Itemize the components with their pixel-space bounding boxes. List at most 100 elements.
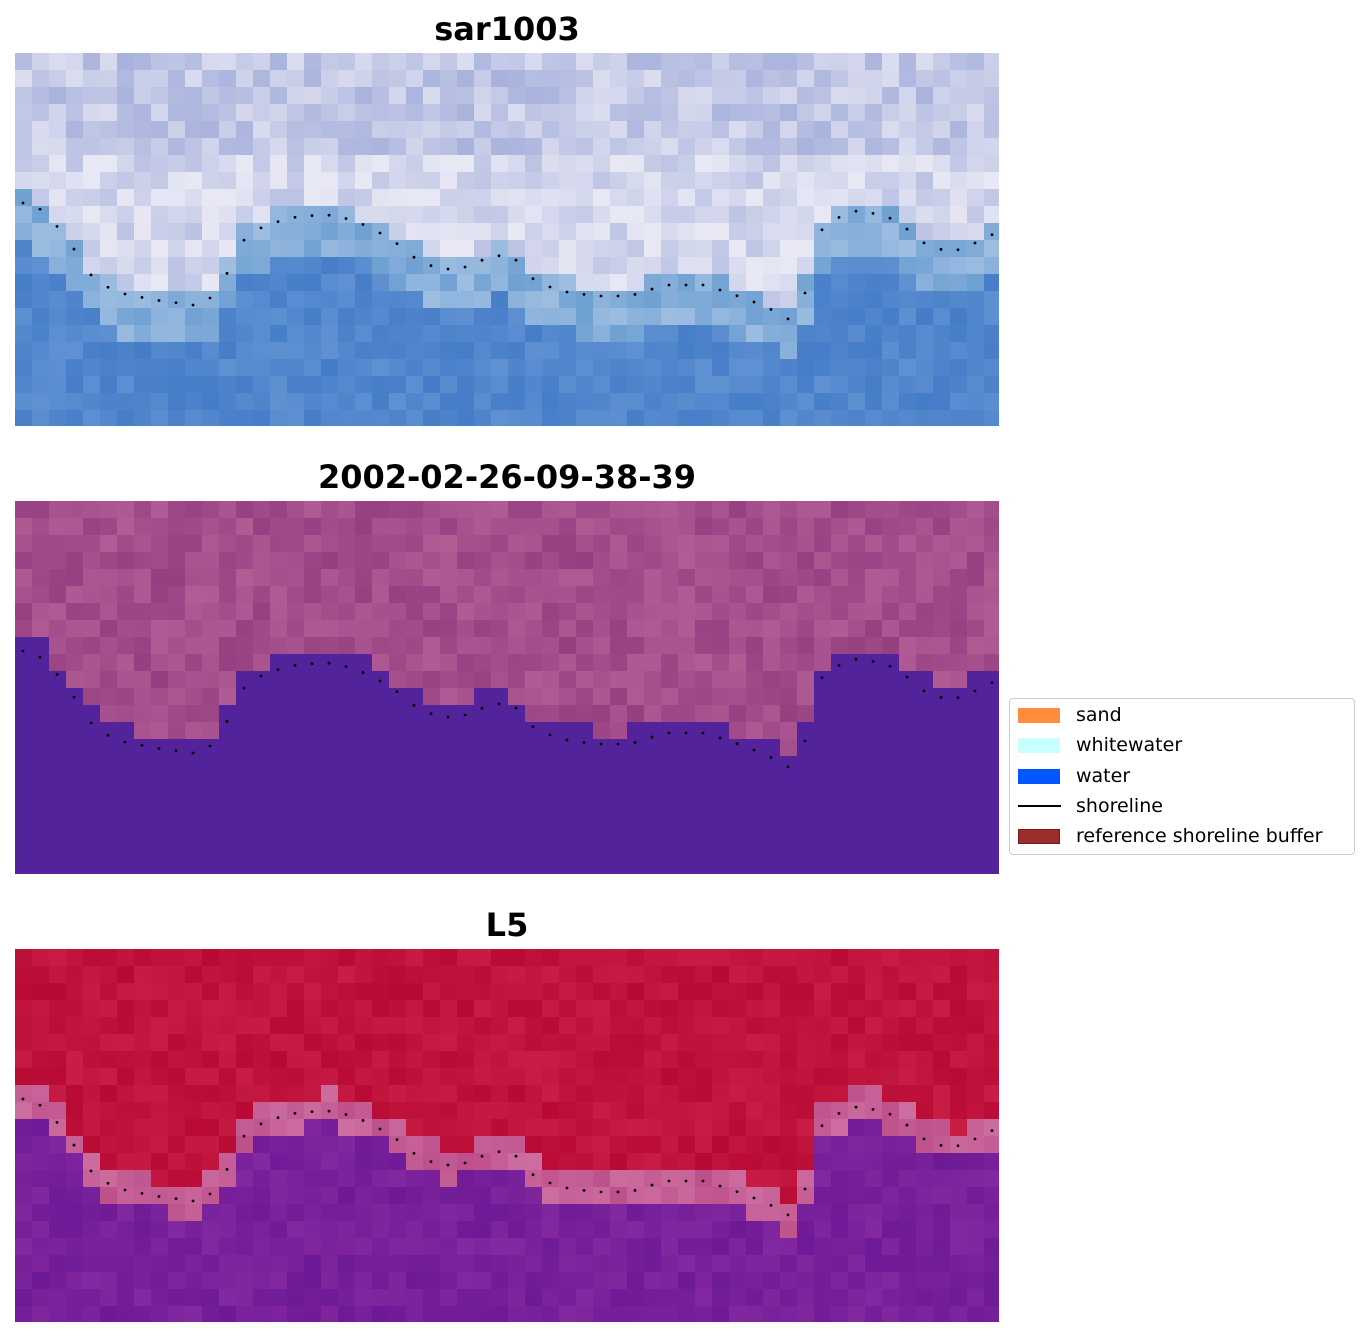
pixel-cell: [389, 274, 407, 292]
pixel-cell: [746, 1068, 764, 1086]
pixel-cell: [270, 654, 288, 672]
pixel-cell: [474, 688, 492, 706]
pixel-cell: [695, 155, 713, 173]
pixel-cell: [644, 824, 662, 842]
pixel-cell: [899, 949, 917, 967]
pixel-cell: [882, 70, 900, 88]
pixel-cell: [848, 1187, 866, 1205]
pixel-cell: [695, 671, 713, 689]
pixel-cell: [916, 603, 934, 621]
pixel-cell: [848, 1102, 866, 1120]
pixel-cell: [236, 308, 254, 326]
pixel-cell: [355, 1136, 373, 1154]
pixel-cell: [610, 1119, 628, 1137]
shoreline-dot: [599, 1190, 603, 1194]
pixel-cell: [100, 841, 118, 859]
pixel-cell: [491, 654, 509, 672]
pixel-cell: [219, 983, 237, 1001]
pixel-cell: [66, 501, 84, 519]
pixel-cell: [15, 393, 33, 411]
pixel-cell: [712, 155, 730, 173]
pixel-cell: [304, 172, 322, 190]
pixel-cell: [134, 155, 152, 173]
pixel-cell: [372, 1017, 390, 1035]
pixel-cell: [253, 257, 271, 275]
pixel-cell: [372, 359, 390, 377]
pixel-cell: [338, 535, 356, 553]
pixel-cell: [763, 359, 781, 377]
pixel-cell: [746, 966, 764, 984]
pixel-cell: [491, 1034, 509, 1052]
pixel-cell: [729, 87, 747, 105]
pixel-cell: [338, 603, 356, 621]
pixel-cell: [882, 966, 900, 984]
pixel-cell: [83, 1170, 101, 1188]
pixel-cell: [695, 654, 713, 672]
pixel-cell: [610, 1238, 628, 1256]
pixel-cell: [899, 1170, 917, 1188]
pixel-cell: [389, 1204, 407, 1222]
pixel-cell: [440, 206, 458, 224]
pixel-cell: [865, 535, 883, 553]
pixel-cell: [372, 773, 390, 791]
pixel-cell: [236, 1306, 254, 1322]
pixel-cell: [219, 1238, 237, 1256]
pixel-cell: [355, 569, 373, 587]
pixel-cell: [287, 705, 305, 723]
pixel-cell: [117, 1289, 135, 1307]
pixel-cell: [151, 841, 169, 859]
pixel-cell: [899, 671, 917, 689]
pixel-cell: [151, 807, 169, 825]
pixel-cell: [763, 569, 781, 587]
pixel-cell: [865, 739, 883, 757]
pixel-cell: [474, 790, 492, 808]
pixel-cell: [202, 376, 220, 394]
pixel-cell: [848, 1170, 866, 1188]
pixel-cell: [542, 1272, 560, 1290]
pixel-cell: [287, 1051, 305, 1069]
shoreline-dot: [140, 1192, 144, 1195]
pixel-cell: [593, 1289, 611, 1307]
pixel-cell: [916, 342, 934, 360]
legend-swatch-sand: [1018, 708, 1060, 723]
pixel-cell: [610, 1221, 628, 1239]
pixel-cell: [321, 189, 339, 207]
pixel-cell: [814, 790, 832, 808]
pixel-cell: [542, 1306, 560, 1322]
pixel-cell: [644, 1204, 662, 1222]
pixel-cell: [185, 688, 203, 706]
pixel-cell: [695, 70, 713, 88]
pixel-cell: [627, 552, 645, 570]
pixel-cell: [219, 722, 237, 740]
pixel-cell: [253, 841, 271, 859]
pixel-cell: [916, 1051, 934, 1069]
pixel-cell: [542, 586, 560, 604]
pixel-cell: [712, 104, 730, 122]
pixel-cell: [15, 189, 33, 207]
pixel-cell: [372, 1034, 390, 1052]
pixel-cell: [253, 858, 271, 874]
pixel-cell: [457, 841, 475, 859]
pixel-cell: [729, 1289, 747, 1307]
pixel-cell: [355, 1272, 373, 1290]
pixel-cell: [984, 1102, 999, 1120]
pixel-cell: [678, 257, 696, 275]
pixel-cell: [610, 1068, 628, 1086]
pixel-cell: [695, 1255, 713, 1273]
pixel-cell: [457, 342, 475, 360]
pixel-cell: [780, 1306, 798, 1322]
pixel-cell: [899, 291, 917, 309]
pixel-cell: [49, 342, 67, 360]
pixel-cell: [882, 104, 900, 122]
pixel-cell: [270, 206, 288, 224]
pixel-cell: [83, 637, 101, 655]
pixel-cell: [168, 1187, 186, 1205]
pixel-cell: [100, 240, 118, 258]
pixel-cell: [797, 1255, 815, 1273]
pixel-cell: [202, 1017, 220, 1035]
pixel-cell: [270, 858, 288, 874]
pixel-cell: [83, 501, 101, 519]
pixel-cell: [406, 223, 424, 241]
pixel-cell: [338, 1170, 356, 1188]
pixel-cell: [185, 1017, 203, 1035]
